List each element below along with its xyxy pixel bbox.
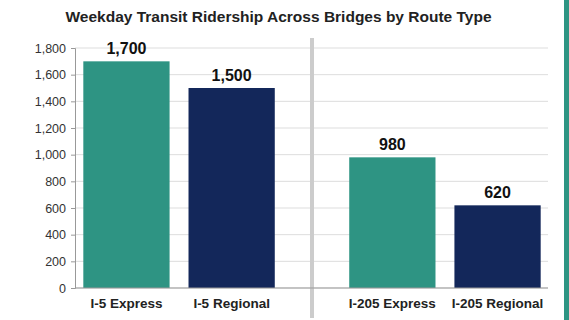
tick-label: 1,800 bbox=[35, 42, 66, 56]
tick-mark bbox=[71, 261, 75, 262]
bar bbox=[349, 157, 435, 288]
tick: 800 bbox=[45, 175, 75, 189]
category-label: I-205 Express bbox=[349, 296, 436, 311]
tick-label: 200 bbox=[45, 255, 66, 269]
data-label: 1,700 bbox=[106, 40, 146, 57]
category-label: I-5 Express bbox=[90, 296, 162, 311]
divider bbox=[310, 38, 314, 318]
tick-mark bbox=[71, 288, 75, 289]
tick-mark bbox=[71, 181, 75, 182]
tick-mark bbox=[71, 208, 75, 209]
baseline bbox=[75, 288, 548, 289]
data-label: 1,500 bbox=[212, 67, 252, 84]
tick-label: 1,600 bbox=[35, 68, 66, 82]
category-label: I-5 Regional bbox=[193, 296, 270, 311]
tick: 1,600 bbox=[35, 68, 75, 82]
category-label: I-205 Regional bbox=[452, 296, 544, 311]
y-axis-line bbox=[71, 49, 76, 289]
tick-mark bbox=[71, 155, 75, 156]
bar bbox=[83, 61, 169, 288]
tick: 1,400 bbox=[35, 95, 75, 109]
tick-mark bbox=[71, 235, 75, 236]
tick-mark bbox=[71, 128, 75, 129]
grid-line bbox=[75, 288, 548, 289]
tick: 1,200 bbox=[35, 122, 75, 136]
data-labels: 1,700 1,500 980 620 bbox=[106, 40, 511, 201]
data-label: 620 bbox=[484, 184, 511, 201]
tick-label: 1,400 bbox=[35, 95, 66, 109]
edge-strip bbox=[564, 0, 569, 320]
tick-label: 1,200 bbox=[35, 122, 66, 136]
tick-mark bbox=[71, 48, 75, 49]
tick: 600 bbox=[45, 202, 75, 216]
tick-mark bbox=[71, 75, 75, 76]
tick-mark bbox=[71, 101, 75, 102]
tick: 1,000 bbox=[35, 148, 75, 162]
title: Weekday Transit Ridership Across Bridges… bbox=[65, 8, 491, 25]
bar bbox=[454, 205, 540, 288]
chart: Weekday Transit Ridership Across Bridges… bbox=[0, 0, 569, 320]
y-axis: 0 200 400 600 800 1,000 1,200 1,400 1,600 1,800 bbox=[35, 42, 76, 296]
tick-label: 1,000 bbox=[35, 148, 66, 162]
bar bbox=[189, 88, 275, 288]
tick: 400 bbox=[45, 228, 75, 242]
data-label: 980 bbox=[379, 136, 406, 153]
plot: 1,700 1,500 980 620 0 200 400 600 800 1,000 1,200 1… bbox=[35, 38, 548, 318]
tick: 200 bbox=[45, 255, 75, 269]
tick-label: 400 bbox=[45, 228, 66, 242]
tick-label: 600 bbox=[45, 202, 66, 216]
tick: 1,800 bbox=[35, 42, 75, 56]
bars bbox=[83, 61, 540, 288]
tick: 0 bbox=[59, 282, 75, 296]
x-axis: I-5 Express I-5 Regional I-205 Express I-20… bbox=[90, 296, 543, 311]
tick-label: 800 bbox=[45, 175, 66, 189]
tick-label: 0 bbox=[59, 282, 66, 296]
